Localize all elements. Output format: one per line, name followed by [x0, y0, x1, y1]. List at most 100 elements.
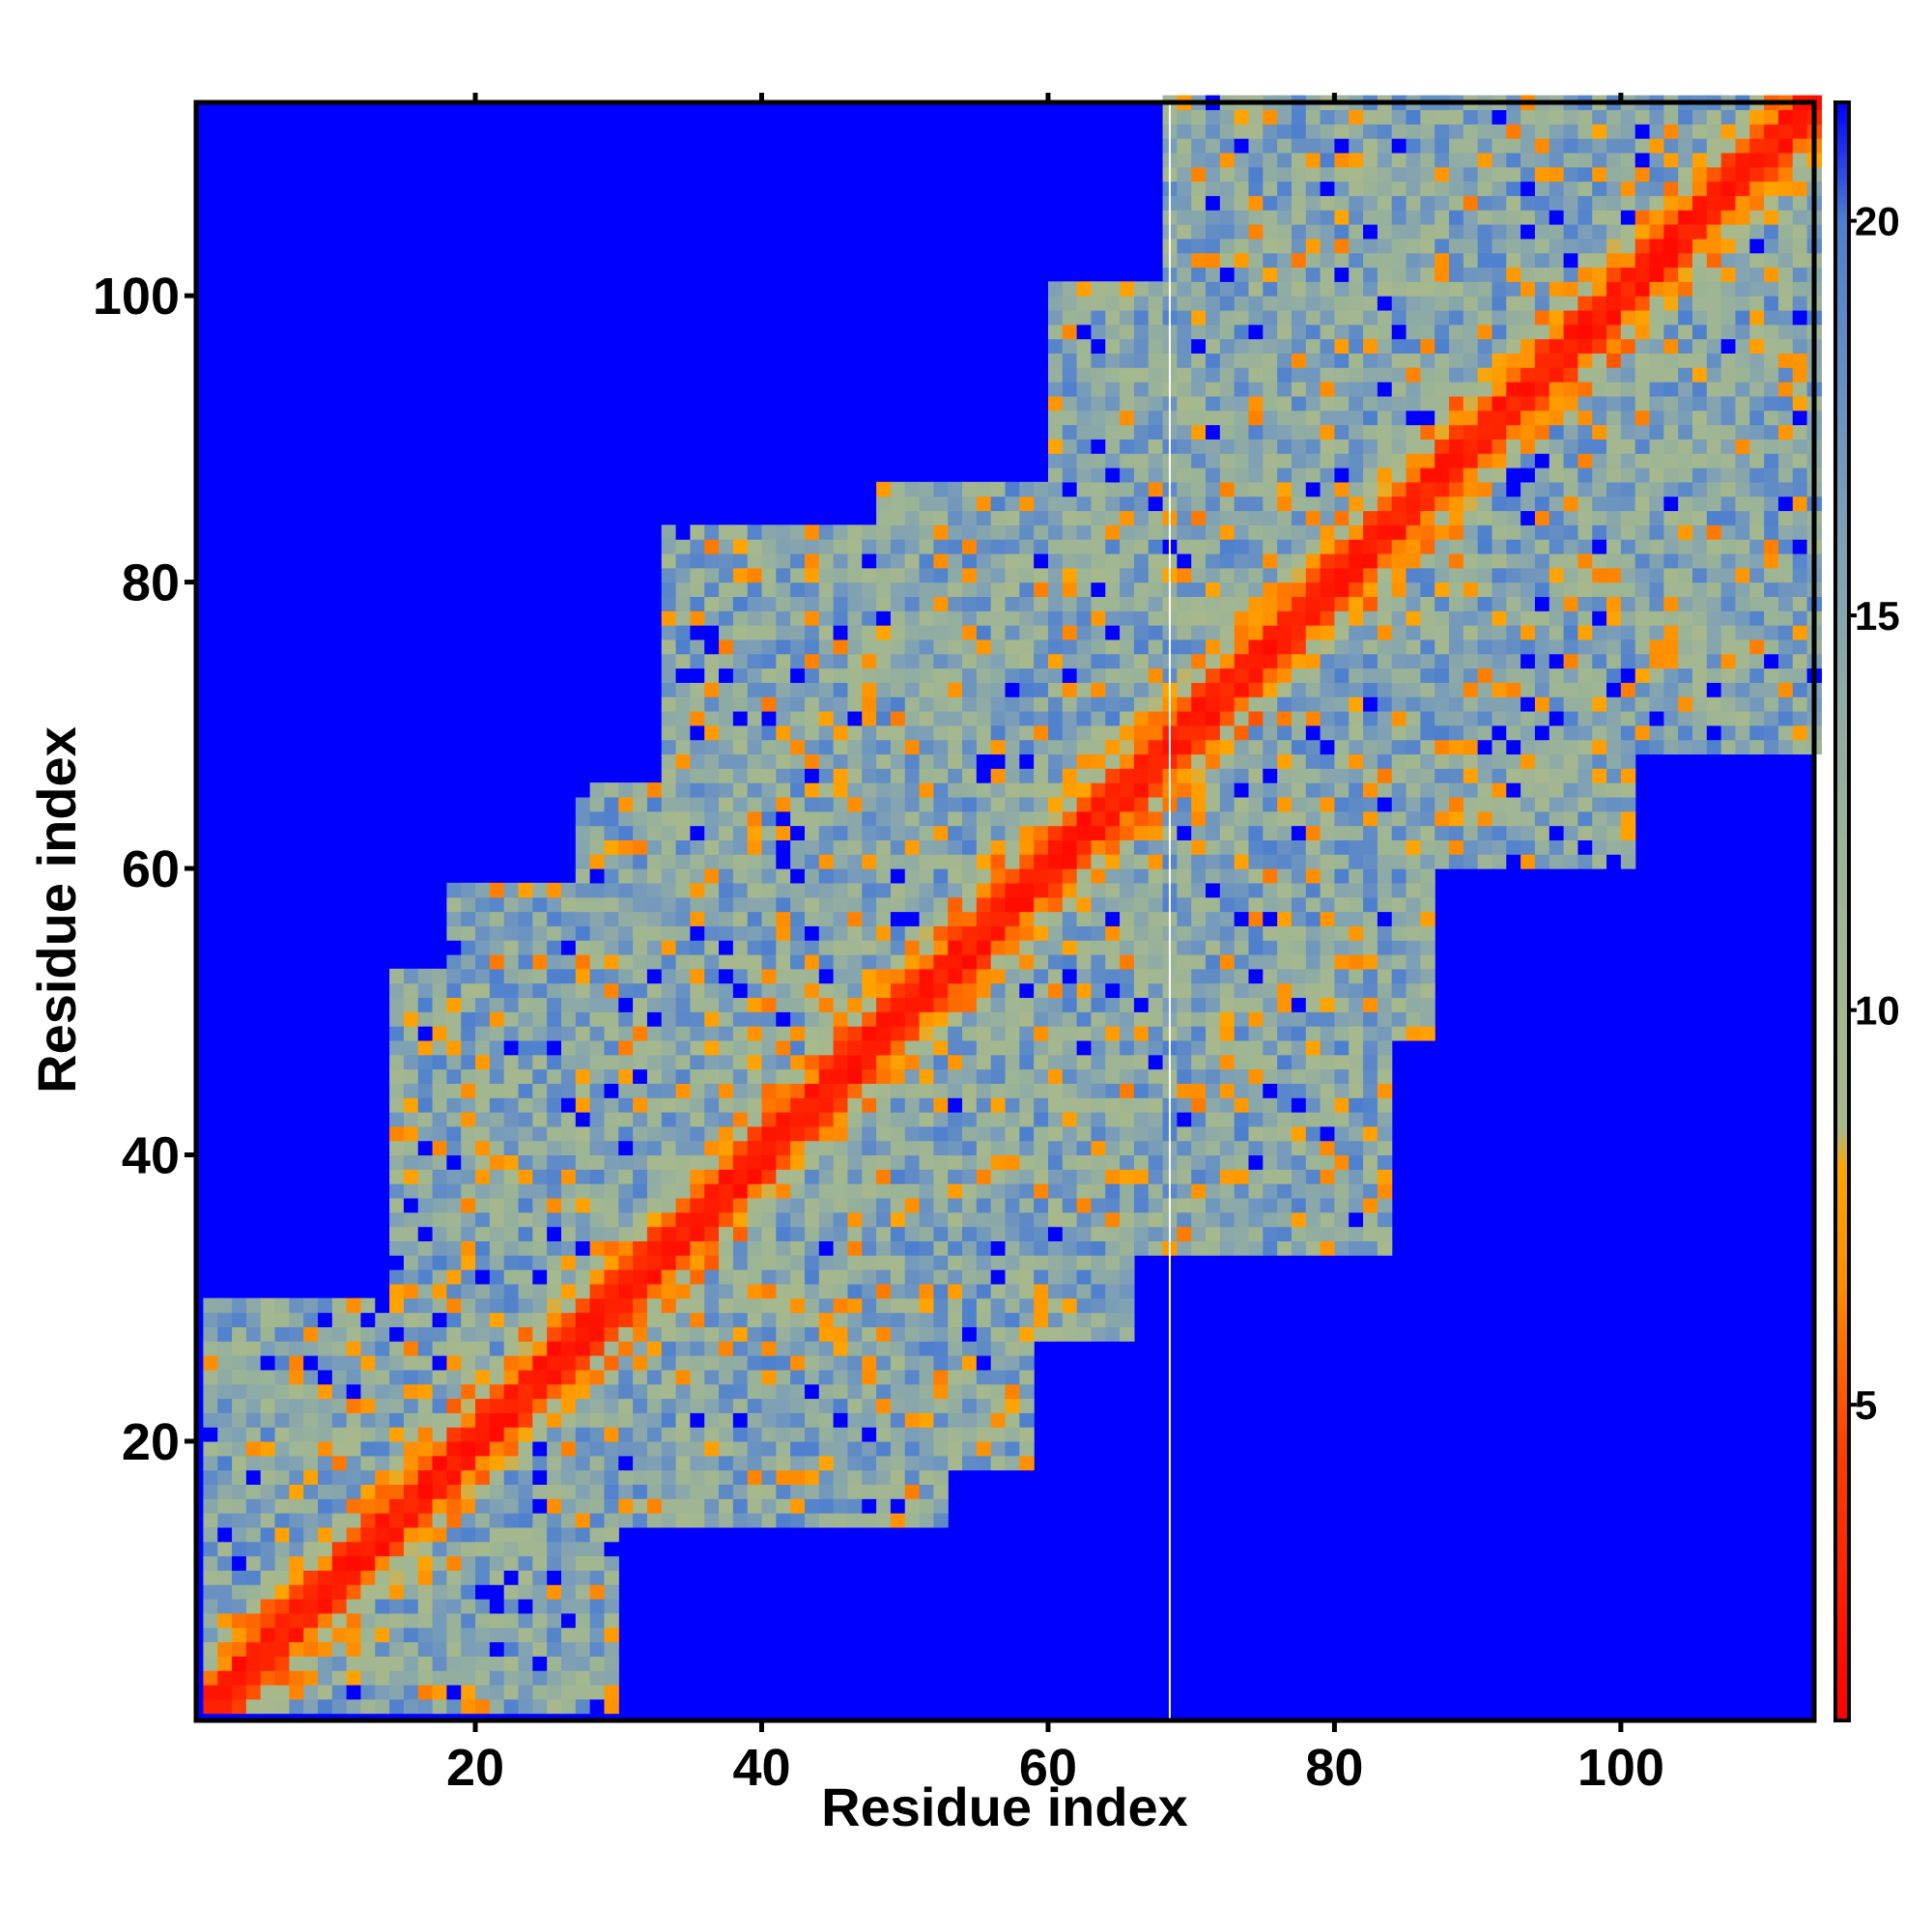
heatmap-cell — [1291, 1097, 1307, 1113]
heatmap-cell — [1334, 439, 1350, 454]
heatmap-cell — [1206, 539, 1221, 554]
heatmap-cell — [1191, 1125, 1207, 1142]
heatmap-cell — [417, 1226, 434, 1242]
heatmap-cell — [432, 1112, 447, 1127]
heatmap-cell — [1206, 166, 1221, 183]
heatmap-cell — [732, 1097, 749, 1113]
heatmap-cell — [618, 1484, 634, 1499]
heatmap-cell — [560, 1083, 577, 1098]
heatmap-cell — [675, 825, 691, 840]
heatmap-cell — [604, 1455, 619, 1471]
heatmap-cell — [675, 1183, 691, 1199]
heatmap-cell — [933, 1097, 949, 1113]
heatmap-cell — [804, 1513, 820, 1528]
heatmap-cell — [604, 1698, 619, 1715]
heatmap-cell — [719, 839, 734, 855]
heatmap-cell — [1234, 267, 1250, 282]
heatmap-cell — [633, 1083, 648, 1098]
heatmap-cell — [675, 1326, 691, 1342]
heatmap-cell — [933, 1283, 949, 1299]
heatmap-cell — [976, 539, 992, 554]
heatmap-cell — [1047, 1226, 1064, 1242]
heatmap-cell — [833, 1341, 849, 1356]
heatmap-cell — [804, 567, 820, 583]
heatmap-cell — [1062, 510, 1078, 526]
heatmap-cell — [1177, 925, 1192, 941]
heatmap-cell — [1191, 395, 1207, 412]
heatmap-cell — [575, 953, 591, 970]
heatmap-cell — [1291, 382, 1307, 397]
heatmap-cell — [1320, 296, 1336, 311]
heatmap-cell — [862, 1440, 877, 1457]
heatmap-cell — [1105, 739, 1121, 755]
heatmap-cell — [1133, 968, 1150, 984]
heatmap-cell — [432, 982, 447, 999]
heatmap-cell — [1148, 1039, 1164, 1056]
heatmap-cell — [1062, 338, 1078, 354]
heatmap-cell — [962, 1026, 978, 1041]
heatmap-cell — [747, 911, 763, 926]
heatmap-cell — [876, 1513, 892, 1528]
heatmap-cell — [1076, 510, 1093, 526]
heatmap-cell — [1277, 639, 1293, 655]
heatmap-cell — [904, 1026, 921, 1041]
heatmap-cell — [847, 1083, 863, 1098]
heatmap-cell — [862, 1312, 877, 1327]
heatmap-cell — [1219, 997, 1236, 1012]
heatmap-cell — [461, 1684, 476, 1700]
heatmap-cell — [1320, 338, 1336, 354]
heatmap-cell — [862, 1197, 877, 1213]
heatmap-cell — [475, 1283, 491, 1299]
heatmap-cell — [862, 796, 877, 812]
heatmap-cell — [389, 1297, 405, 1314]
heatmap-cell — [1091, 696, 1106, 712]
heatmap-cell — [618, 810, 634, 827]
heatmap-cell — [876, 1326, 892, 1342]
heatmap-cell — [633, 1169, 648, 1184]
heatmap-cell — [475, 1484, 491, 1499]
heatmap-cell — [503, 1641, 520, 1657]
heatmap-cell — [790, 1054, 806, 1070]
heatmap-cell — [1191, 724, 1207, 741]
heatmap-cell — [747, 1484, 763, 1499]
heatmap-cell — [904, 1369, 921, 1385]
heatmap-cell — [1206, 782, 1221, 798]
heatmap-cell — [1105, 868, 1121, 884]
heatmap-cell — [675, 953, 691, 970]
heatmap-cell — [962, 782, 978, 798]
heatmap-cell — [260, 1427, 276, 1442]
heatmap-cell — [503, 1484, 520, 1499]
heatmap-cell — [818, 1369, 835, 1385]
heatmap-cell — [1091, 1097, 1106, 1113]
heatmap-cell — [346, 1526, 362, 1543]
heatmap-cell — [933, 1011, 949, 1027]
heatmap-cell — [862, 1097, 877, 1113]
heatmap-cell — [948, 953, 963, 970]
heatmap-cell — [560, 1112, 577, 1127]
heatmap-cell — [804, 911, 820, 926]
heatmap-cell — [1105, 1026, 1121, 1041]
heatmap-cell — [976, 1283, 992, 1299]
heatmap-cell — [719, 1326, 734, 1342]
heatmap-cell — [203, 1599, 218, 1614]
heatmap-cell — [1091, 382, 1106, 397]
heatmap-cell — [690, 1513, 705, 1528]
heatmap-cell — [876, 1469, 892, 1486]
heatmap-cell — [417, 1125, 434, 1142]
heatmap-cell — [1234, 1026, 1250, 1041]
heatmap-cell — [690, 1455, 705, 1471]
heatmap-cell — [1305, 224, 1321, 240]
heatmap-cell — [461, 882, 476, 898]
heatmap-cell — [661, 1455, 677, 1471]
heatmap-cell — [1263, 567, 1278, 583]
heatmap-cell — [1277, 1068, 1293, 1084]
heatmap-cell — [1148, 882, 1164, 898]
heatmap-cell — [1320, 868, 1336, 884]
heatmap-cell — [646, 1011, 663, 1027]
heatmap-cell — [747, 1026, 763, 1041]
heatmap-cell — [1320, 267, 1336, 282]
heatmap-cell — [1105, 668, 1121, 683]
heatmap-cell — [776, 1484, 791, 1499]
heatmap-cell — [790, 710, 806, 726]
heatmap-cell — [876, 710, 892, 726]
